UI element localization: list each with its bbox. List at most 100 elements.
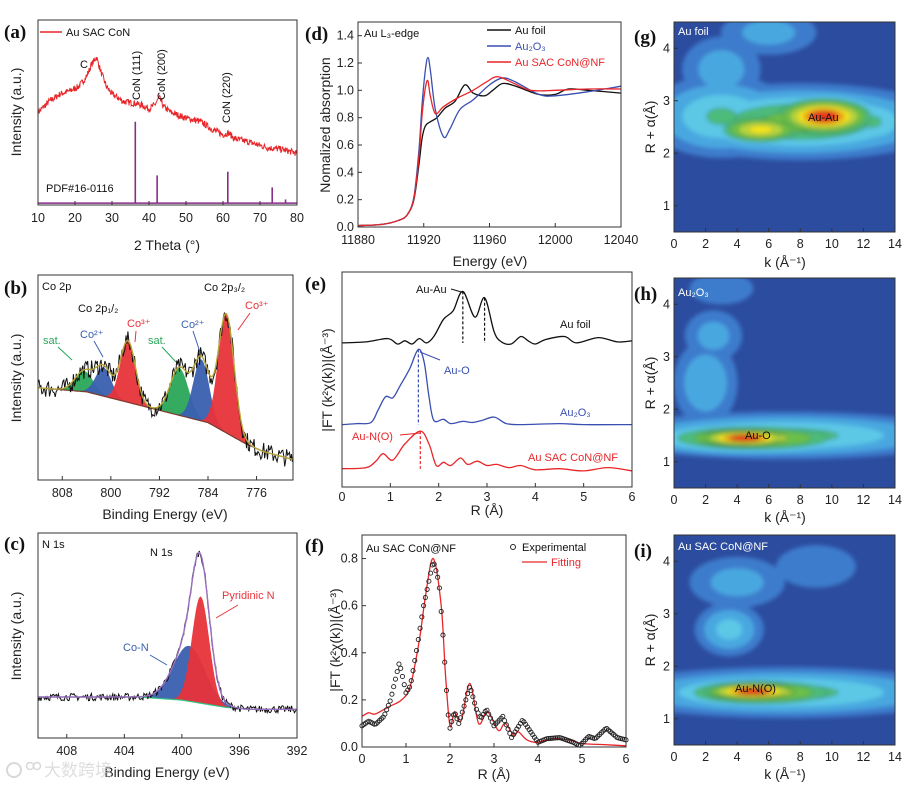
fitting-curve [361,557,627,747]
legend-fitting: Fitting [551,557,581,569]
panel-label-e: (e) [305,274,326,295]
x-tick-label: 10 [31,211,45,225]
x-tick-label: 0 [671,237,678,251]
label-co3-1: Co³⁺ [127,318,151,330]
title-d: Au L₃-edge [364,28,419,40]
legend-label-a: Au SAC CoN [66,27,130,39]
title-c: N 1s [42,539,65,551]
heatmap-contour [742,22,796,45]
experimental-point [412,658,418,664]
label-co2-1: Co²⁺ [80,329,104,341]
experimental-point [500,713,506,719]
y-tick-label: 0.2 [341,693,358,707]
heatmap-contour [737,688,769,695]
experimental-point [433,568,439,574]
x-tick-label: 0 [339,490,346,504]
x-tick-label: 60 [216,211,230,225]
experimental-point [447,725,453,731]
experimental-point [465,691,471,697]
experimental-point [472,700,478,706]
y-tick-label: 2 [663,146,670,160]
x-tick-label: 396 [229,744,250,758]
series-label-au-foil: Au foil [560,319,591,331]
experimental-point [546,736,552,742]
heatmap-contour [776,545,856,588]
xlabel-b: Binding Energy (eV) [102,506,227,522]
series-label-au2o3: Au₂O₃ [560,407,591,419]
y-tick-label: 0.6 [341,599,358,613]
background-line [38,696,297,710]
x-tick-label: 400 [171,744,192,758]
plot-frame-b [37,274,294,481]
experimental-point [463,697,469,703]
x-tick-label: 11880 [341,233,375,247]
heatmap-bands [674,22,895,161]
legend-sac: Au SAC CoN@NF [515,57,605,69]
y-tick-label: 3 [663,607,670,621]
experimental-point [440,632,446,638]
x-tick-label: 6 [765,493,772,507]
experimental-point [421,603,427,609]
experimental-point [445,712,451,718]
experimental-point [502,718,508,724]
x-tick-label: 4 [532,490,539,504]
experimental-point [406,684,413,690]
component-peak [143,368,216,427]
x-tick-label: 14 [888,493,902,507]
experimental-point [435,574,441,580]
plot-frame-f [361,534,627,748]
x-tick-label: 11960 [473,233,507,247]
x-tick-label: 3 [484,490,491,504]
experimental-point [443,687,450,694]
component-peak [72,367,136,405]
experimental-point [387,698,393,704]
experimental-point [556,735,562,741]
arrow-au-o [419,351,441,361]
heatmap-bands [674,545,895,719]
y-tick-label: 1 [663,712,670,726]
axes-c: 408 404 400 396 392 [37,532,307,758]
label-pyridinic-n: Pyridinic N [222,590,275,602]
ylabel-g: R + α(Å) [642,101,658,154]
panel-label-a: (a) [4,22,26,43]
xanes-curve [357,82,622,227]
label-sat-2: sat. [148,335,166,347]
x-tick-label: 5 [580,490,587,504]
y-tick-label: 1.4 [337,29,354,43]
watermark-text: 大数跨境 [44,761,112,781]
plot-frame-a [37,19,298,206]
x-tick-label: 11920 [407,233,441,247]
y-tick-label: 4 [663,41,670,55]
x-tick-label: 12 [856,493,870,507]
axes-d: 11880 11920 11960 12000 12040 0.0 0.2 0.4 0.6 0.8… [337,21,638,247]
x-tick-label: 14 [888,750,902,764]
x-tick-label: 50 [179,211,193,225]
y-tick-label: 1 [663,199,670,213]
panel-label-i: (i) [634,541,652,562]
x-tick-label: 6 [765,750,772,764]
title-i: Au SAC CoN@NF [678,541,768,553]
heatmap-contour [710,568,764,597]
experimental-point [554,735,560,741]
reference-label: PDF#16-0116 [46,183,114,195]
x-tick-label: 0 [671,750,678,764]
plot-frame-c [37,532,298,739]
peak-label-g: Au-Au [808,112,839,124]
xlabel-f: R (Å) [478,766,511,782]
axes-e: 0 1 2 3 4 5 6 [339,271,636,504]
experimental-point [551,735,557,741]
x-tick-label: 4 [734,237,741,251]
experimental-point [399,673,406,680]
ylabel-a: Intensity (a.u.) [8,68,24,157]
x-tick-label: 70 [253,211,267,225]
experimental-point [442,659,448,665]
x-tick-label: 40 [142,211,156,225]
x-tick-label: 10 [825,493,839,507]
y-tick-label: 3 [663,350,670,364]
experimental-point [461,703,467,709]
y-tick-label: 0.4 [337,165,354,179]
heatmap-contour [706,108,737,125]
